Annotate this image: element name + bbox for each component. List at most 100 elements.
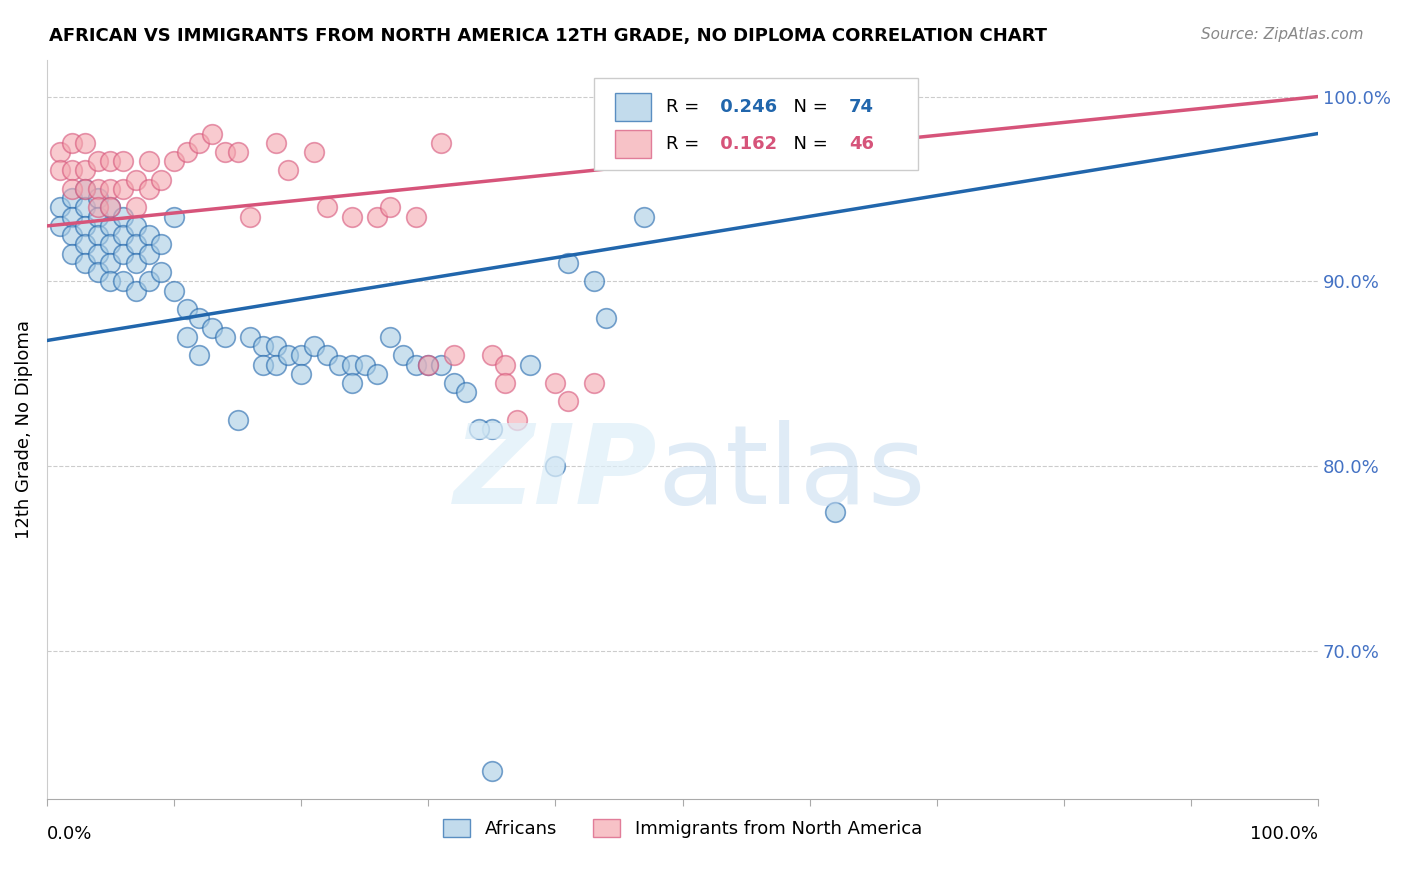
Point bbox=[87, 228, 110, 243]
Point bbox=[494, 376, 516, 390]
Point bbox=[125, 172, 148, 186]
Point bbox=[290, 367, 312, 381]
Point bbox=[48, 163, 70, 178]
Point bbox=[112, 228, 135, 243]
Point bbox=[60, 182, 83, 196]
Point bbox=[264, 358, 287, 372]
Point bbox=[633, 210, 655, 224]
Point bbox=[582, 376, 605, 390]
Point bbox=[418, 358, 440, 372]
Point bbox=[544, 376, 567, 390]
Point bbox=[264, 339, 287, 353]
Point bbox=[73, 182, 96, 196]
Point bbox=[340, 210, 363, 224]
Point bbox=[201, 320, 224, 334]
Point bbox=[48, 145, 70, 159]
Point bbox=[73, 237, 96, 252]
Point bbox=[60, 163, 83, 178]
Point bbox=[494, 358, 516, 372]
Point bbox=[73, 256, 96, 270]
Point bbox=[557, 394, 579, 409]
Point bbox=[100, 256, 122, 270]
FancyBboxPatch shape bbox=[593, 78, 918, 170]
Point bbox=[176, 145, 198, 159]
Point bbox=[277, 163, 299, 178]
Point bbox=[163, 154, 186, 169]
Point bbox=[252, 339, 274, 353]
Point bbox=[430, 358, 453, 372]
Point bbox=[138, 182, 160, 196]
Point bbox=[125, 219, 148, 233]
Point bbox=[60, 210, 83, 224]
Point bbox=[60, 246, 83, 260]
Point bbox=[125, 256, 148, 270]
Point bbox=[60, 228, 83, 243]
Point bbox=[405, 358, 427, 372]
Point bbox=[100, 201, 122, 215]
Point bbox=[100, 237, 122, 252]
Point bbox=[73, 182, 96, 196]
Text: ZIP: ZIP bbox=[454, 420, 657, 527]
Point bbox=[519, 358, 541, 372]
Point bbox=[150, 172, 173, 186]
Point bbox=[290, 348, 312, 362]
Text: 100.0%: 100.0% bbox=[1250, 825, 1319, 844]
Point bbox=[60, 191, 83, 205]
Point bbox=[112, 246, 135, 260]
Text: 0.162: 0.162 bbox=[714, 135, 778, 153]
Text: AFRICAN VS IMMIGRANTS FROM NORTH AMERICA 12TH GRADE, NO DIPLOMA CORRELATION CHAR: AFRICAN VS IMMIGRANTS FROM NORTH AMERICA… bbox=[49, 27, 1047, 45]
Point bbox=[418, 358, 440, 372]
Point bbox=[226, 145, 249, 159]
Point bbox=[48, 219, 70, 233]
Text: R =: R = bbox=[666, 135, 704, 153]
Point bbox=[824, 505, 846, 519]
Point bbox=[201, 127, 224, 141]
Point bbox=[100, 201, 122, 215]
Point bbox=[302, 145, 325, 159]
Point bbox=[557, 256, 579, 270]
Point bbox=[481, 348, 503, 362]
Point bbox=[112, 210, 135, 224]
Point bbox=[87, 265, 110, 279]
Point bbox=[468, 422, 491, 436]
Point bbox=[163, 284, 186, 298]
Point bbox=[87, 182, 110, 196]
Point bbox=[239, 210, 262, 224]
Point bbox=[481, 764, 503, 778]
Point bbox=[340, 358, 363, 372]
Point bbox=[443, 348, 465, 362]
Point bbox=[481, 422, 503, 436]
Point bbox=[582, 274, 605, 288]
Point bbox=[328, 358, 350, 372]
Point bbox=[100, 154, 122, 169]
Point bbox=[405, 210, 427, 224]
Text: N =: N = bbox=[782, 135, 834, 153]
FancyBboxPatch shape bbox=[616, 130, 651, 158]
Point bbox=[506, 413, 529, 427]
Point bbox=[595, 311, 617, 326]
Point bbox=[87, 246, 110, 260]
Point bbox=[366, 210, 388, 224]
Point bbox=[73, 163, 96, 178]
Text: 0.246: 0.246 bbox=[714, 98, 778, 116]
Point bbox=[87, 210, 110, 224]
Point bbox=[100, 274, 122, 288]
Point bbox=[87, 154, 110, 169]
Point bbox=[87, 191, 110, 205]
Point bbox=[73, 136, 96, 150]
Point bbox=[188, 136, 211, 150]
Point bbox=[456, 385, 478, 400]
Point bbox=[392, 348, 415, 362]
Point bbox=[302, 339, 325, 353]
Point bbox=[378, 201, 401, 215]
Text: R =: R = bbox=[666, 98, 704, 116]
Point bbox=[100, 219, 122, 233]
Y-axis label: 12th Grade, No Diploma: 12th Grade, No Diploma bbox=[15, 319, 32, 539]
Point bbox=[138, 154, 160, 169]
Point bbox=[112, 154, 135, 169]
Text: 46: 46 bbox=[849, 135, 875, 153]
Point bbox=[239, 330, 262, 344]
Point bbox=[226, 413, 249, 427]
Point bbox=[87, 201, 110, 215]
Point bbox=[150, 237, 173, 252]
